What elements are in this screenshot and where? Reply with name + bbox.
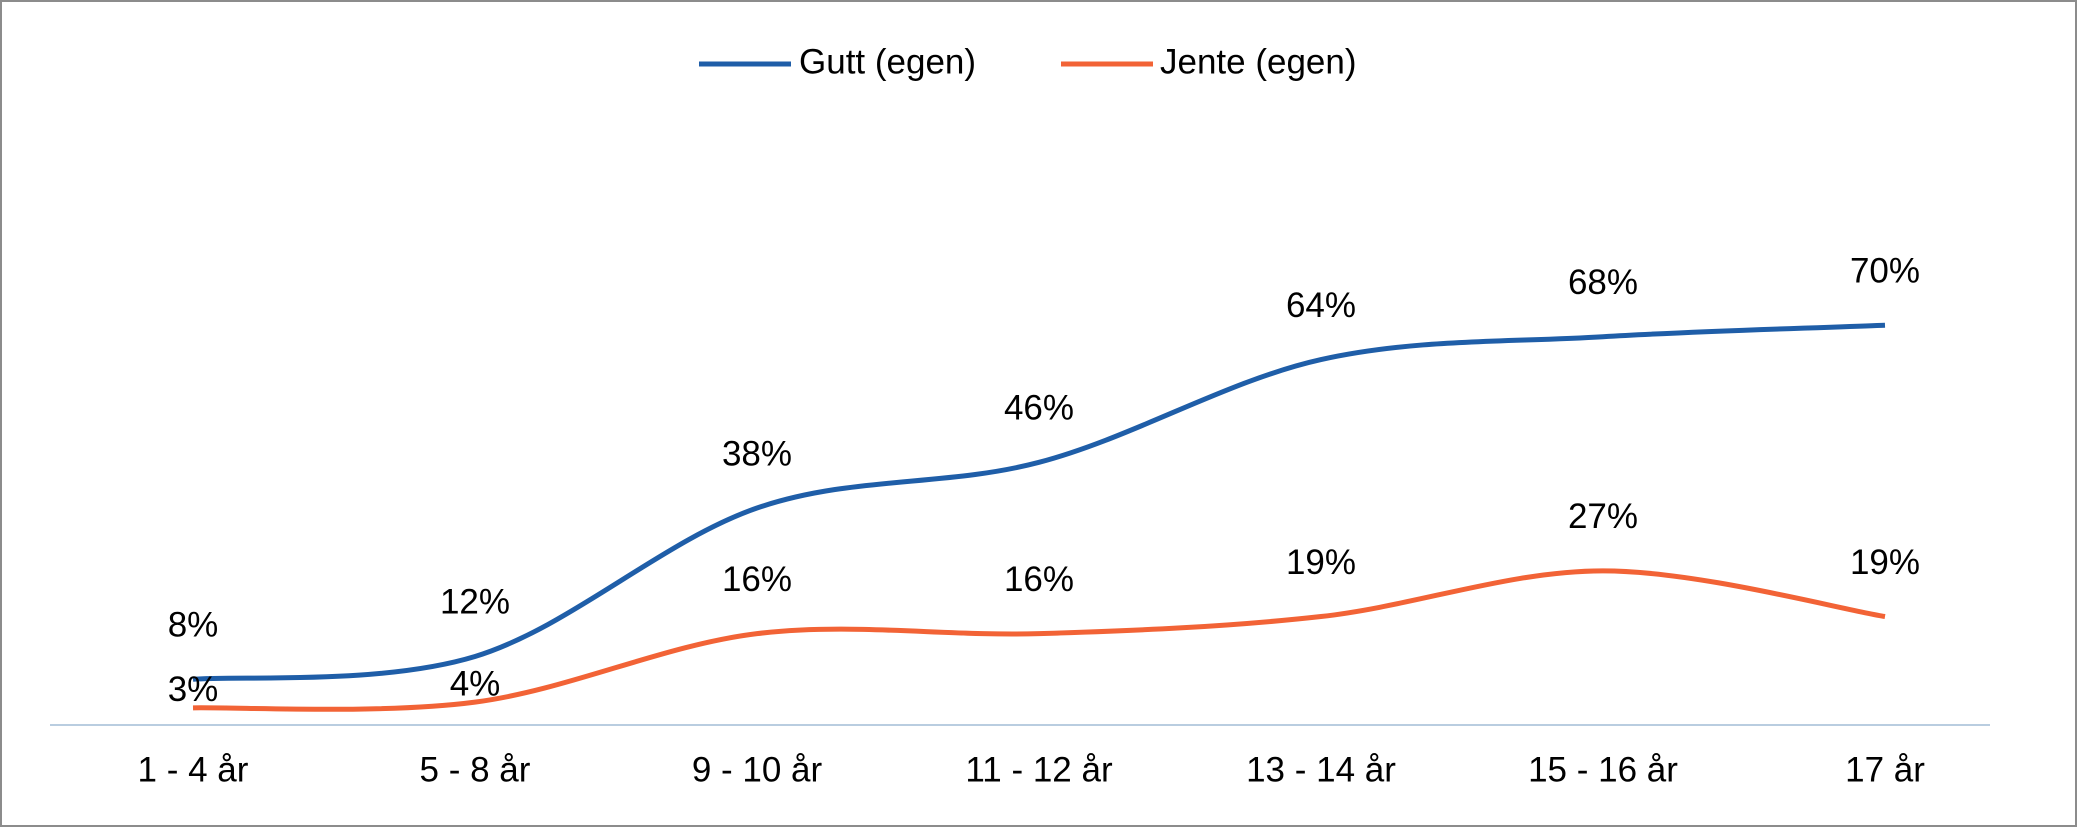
x-tick-label: 9 - 10 år [692,750,823,789]
data-label: 70% [1850,252,1920,291]
data-label: 19% [1850,543,1920,582]
data-label: 12% [440,583,510,622]
x-tick-label: 11 - 12 år [965,750,1113,789]
x-tick-label: 15 - 16 år [1528,750,1678,789]
x-tick-label: 1 - 4 år [138,750,249,789]
data-label: 68% [1568,263,1638,302]
legend-label: Gutt (egen) [799,42,976,81]
line-series [192,322,1886,682]
data-label: 16% [722,560,792,599]
data-label: 64% [1286,286,1356,325]
x-tick-label: 13 - 14 år [1246,750,1396,789]
line-series [192,568,1886,712]
x-tick-label: 5 - 8 år [420,750,531,789]
legend-label: Jente (egen) [1160,42,1357,81]
data-label: 19% [1286,543,1356,582]
data-label: 3% [168,670,219,709]
data-label: 27% [1568,497,1638,536]
data-label: 38% [722,434,792,473]
data-label: 46% [1004,389,1074,428]
x-tick-label: 17 år [1845,750,1925,789]
data-label: 8% [168,606,219,645]
data-label: 16% [1004,560,1074,599]
data-label: 4% [450,664,501,703]
